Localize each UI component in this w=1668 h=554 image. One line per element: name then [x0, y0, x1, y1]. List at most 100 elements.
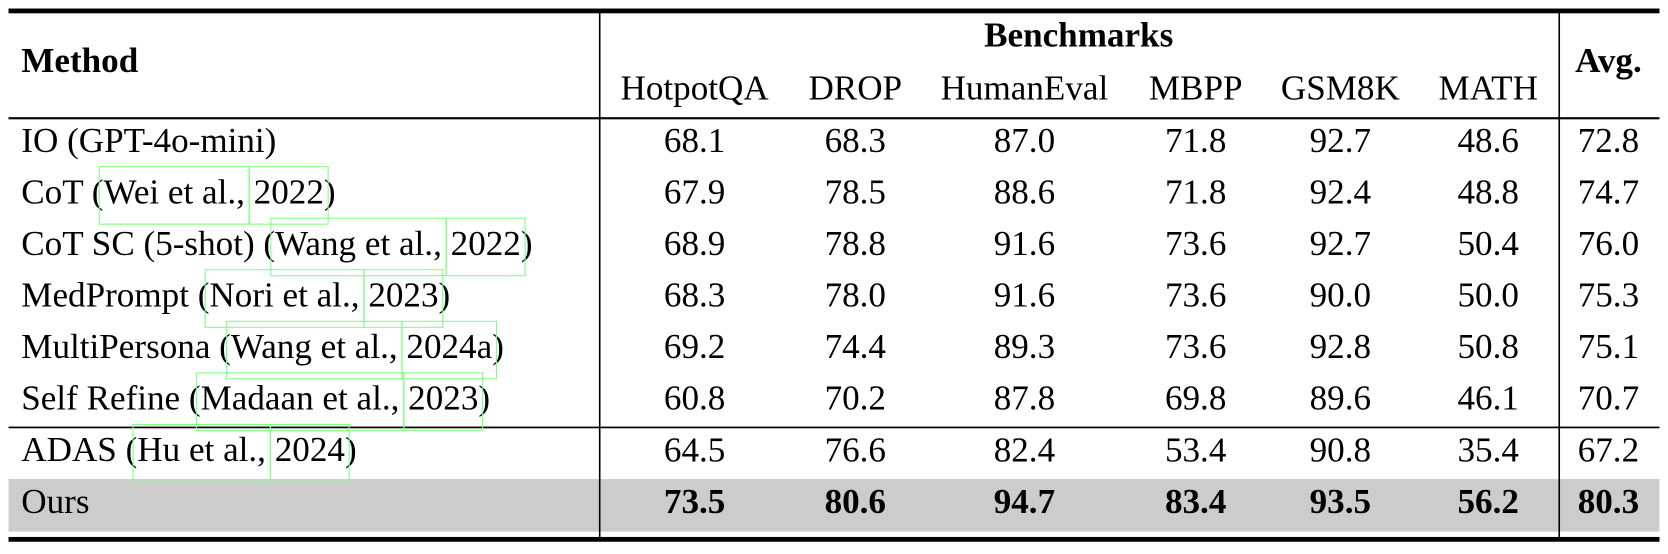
avg-cell: 67.2: [1578, 430, 1639, 469]
citation-link[interactable]: 2022: [254, 172, 324, 211]
section-rule: [8, 426, 1660, 429]
column-header: GSM8K: [1281, 69, 1400, 108]
method-text: IO (GPT-4o-mini): [21, 121, 276, 160]
column-header: MBPP: [1149, 69, 1243, 108]
highlight-row: [8, 478, 1660, 532]
bottom-rule: [8, 536, 1660, 542]
value-cell: 80.6: [825, 482, 886, 521]
value-cell: 60.8: [664, 379, 725, 418]
top-rule: [8, 8, 1660, 14]
method-cell: MedPrompt (Nori et al., 2023): [21, 276, 450, 315]
method-text: ADAS (: [21, 430, 137, 469]
value-cell: 92.7: [1310, 224, 1371, 263]
table-body: IO (GPT-4o-mini) 68.1 68.3 87.0 71.8 92.7 48.6…: [8, 121, 1660, 521]
link-border: [445, 217, 526, 277]
method-text: ): [345, 430, 357, 469]
citation-link[interactable]: Madaan et al.,: [201, 379, 400, 418]
value-cell: 50.8: [1458, 327, 1519, 366]
method-cell: CoT SC (5-shot) (Wang et al., 2022): [21, 224, 532, 263]
value-cell: 46.1: [1458, 379, 1519, 418]
value-cell: 53.4: [1165, 430, 1227, 469]
value-cell: 69.2: [664, 327, 725, 366]
value-cell: 92.7: [1310, 121, 1371, 160]
value-cell: 50.4: [1458, 224, 1520, 263]
method-text: ): [439, 276, 451, 315]
value-cell: 91.6: [994, 224, 1055, 263]
group-header: Benchmarks: [984, 15, 1173, 54]
citation-link[interactable]: Wang et al.,: [275, 224, 442, 263]
link-border: [269, 423, 350, 483]
citation-link[interactable]: 2024a: [406, 327, 492, 366]
method-text: Ours: [21, 482, 89, 521]
value-cell: 68.3: [825, 121, 886, 160]
value-cell: 89.3: [994, 327, 1055, 366]
citation-link[interactable]: Wei et al.,: [104, 172, 245, 211]
row-backgrounds: [8, 478, 1660, 532]
method-text: ): [492, 327, 504, 366]
value-cell: 68.9: [664, 224, 725, 263]
value-cell: 92.8: [1310, 327, 1371, 366]
avg-cell: 75.3: [1578, 276, 1639, 315]
value-cell: 90.0: [1310, 276, 1371, 315]
value-cell: 78.5: [825, 172, 886, 211]
v-rule: [1558, 12, 1561, 540]
link-border: [403, 372, 484, 431]
v-rule: [598, 12, 601, 540]
method-cell: CoT (Wei et al., 2022): [21, 172, 335, 211]
method-text: Self Refine (: [21, 379, 200, 418]
value-cell: 94.7: [994, 482, 1055, 521]
method-text: CoT (: [21, 172, 103, 211]
value-cell: 71.8: [1165, 172, 1226, 211]
value-cell: 35.4: [1458, 430, 1520, 469]
column-header: DROP: [808, 69, 902, 108]
value-cell: 82.4: [994, 430, 1056, 469]
value-cell: 48.6: [1458, 121, 1519, 160]
method-text: MultiPersona (: [21, 327, 231, 366]
value-cell: 90.8: [1310, 430, 1371, 469]
citation-link[interactable]: Wang et al.,: [231, 327, 398, 366]
method-cell: ADAS (Hu et al., 2024): [21, 430, 356, 469]
value-cell: 83.4: [1165, 482, 1226, 521]
value-cell: 87.8: [994, 379, 1055, 418]
value-cell: 92.4: [1310, 172, 1372, 211]
method-text: ): [324, 172, 336, 211]
citation-link[interactable]: Nori et al.,: [209, 276, 359, 315]
citation-link[interactable]: 2022: [451, 224, 521, 263]
value-cell: 69.8: [1165, 379, 1226, 418]
citation-link[interactable]: 2023: [408, 379, 478, 418]
column-header: MATH: [1438, 69, 1537, 108]
value-cell: 87.0: [994, 121, 1055, 160]
value-cell: 64.5: [664, 430, 725, 469]
value-cell: 78.0: [825, 276, 886, 315]
value-cell: 56.2: [1458, 482, 1519, 521]
avg-cell: 76.0: [1578, 224, 1639, 263]
method-text: CoT SC (5-shot) (: [21, 224, 275, 263]
value-cell: 78.8: [825, 224, 886, 263]
value-cell: 68.3: [664, 276, 725, 315]
value-cell: 67.9: [664, 172, 725, 211]
value-cell: 91.6: [994, 276, 1055, 315]
citation-link[interactable]: 2023: [368, 276, 438, 315]
method-cell: MultiPersona (Wang et al., 2024a): [21, 327, 504, 366]
avg-cell: 80.3: [1578, 482, 1639, 521]
citation-link[interactable]: Hu et al.,: [137, 430, 266, 469]
method-text: ): [521, 224, 533, 263]
avg-cell: 72.8: [1578, 121, 1639, 160]
column-header: HumanEval: [941, 69, 1109, 108]
value-cell: 70.2: [825, 379, 886, 418]
link-border: [401, 320, 497, 380]
avg-cell: 74.7: [1578, 172, 1639, 211]
avg-cell: 70.7: [1578, 379, 1639, 418]
citation-link[interactable]: 2024: [275, 430, 346, 469]
value-cell: 68.1: [664, 121, 725, 160]
column-header: HotpotQA: [621, 69, 770, 108]
method-cell: IO (GPT-4o-mini): [21, 121, 276, 160]
value-cell: 73.6: [1165, 276, 1226, 315]
value-cell: 50.0: [1458, 276, 1519, 315]
method-cell: Self Refine (Madaan et al., 2023): [21, 379, 490, 418]
value-cell: 88.6: [994, 172, 1055, 211]
method-text: MedPrompt (: [21, 276, 209, 315]
value-cell: 71.8: [1165, 121, 1226, 160]
